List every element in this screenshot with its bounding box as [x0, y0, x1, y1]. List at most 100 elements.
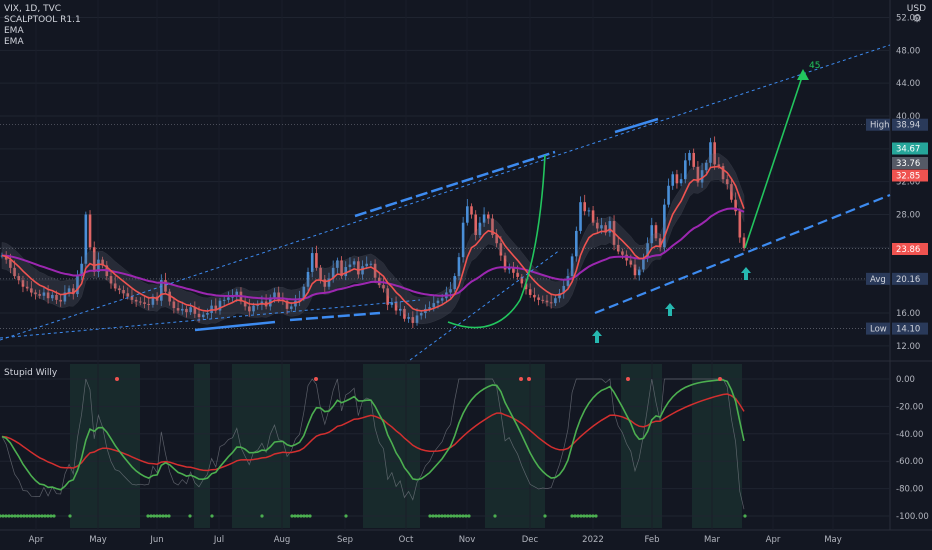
- currency-label[interactable]: USD: [906, 4, 926, 14]
- signal-up-arrow-icon-0: [592, 330, 602, 343]
- price-tick-label-8: 44.00: [896, 79, 920, 89]
- candle-body-138: [579, 202, 582, 231]
- channel-mid-dotted: [409, 249, 561, 361]
- osc-bottom-dot-0-54: [52, 514, 56, 518]
- candle-body-139: [583, 202, 587, 212]
- osc-tick-label-1: -20.00: [896, 402, 923, 412]
- osc-extra-dot-5: [493, 514, 497, 518]
- candle-body-83: [348, 264, 352, 268]
- avg-tag-value-bg: [892, 272, 928, 285]
- osc-bottom-dot-4-575: [573, 514, 577, 518]
- osc-bottom-dot-1-154: [152, 514, 156, 518]
- osc-slow-line: [1, 393, 745, 472]
- low-tag-label-bg: [866, 322, 890, 335]
- candle-body-58: [243, 301, 247, 307]
- current-tag-value-1: 33.76: [896, 159, 920, 169]
- price-tick-label-5: 32.00: [896, 178, 920, 188]
- osc-bottom-dot-3-433: [431, 514, 435, 518]
- candle-body-97: [407, 317, 410, 319]
- low-tag-value-bg: [892, 322, 928, 335]
- candle-body-96: [403, 308, 406, 319]
- candle-body-17: [71, 288, 75, 295]
- candle-body-65: [273, 292, 276, 298]
- candle-body-74: [310, 253, 314, 272]
- candle-body-148: [621, 251, 624, 255]
- candle-body-134: [562, 285, 566, 294]
- candle-body-166: [696, 166, 700, 183]
- candle-body-55: [231, 296, 234, 298]
- candle-body-100: [419, 313, 423, 316]
- current-tag-bg-0: [892, 142, 928, 155]
- time-tick-label-11: Mar: [704, 535, 721, 545]
- candle-body-46: [193, 307, 197, 314]
- settings-icon[interactable]: ⚙: [912, 12, 922, 25]
- high-tag-label: High: [870, 121, 890, 131]
- candle-body-102: [428, 307, 431, 309]
- candle-body-125: [524, 283, 528, 290]
- osc-bottom-dot-3-451: [449, 514, 453, 518]
- parabolic-curve: [447, 154, 546, 329]
- osc-bottom-dot-3-430: [428, 514, 432, 518]
- candle-body-36: [151, 296, 155, 305]
- osc-bottom-dot-3-436: [434, 514, 438, 518]
- candle-body-5: [21, 280, 25, 287]
- channel-lower-dotted: [0, 299, 421, 339]
- low-tag-value: 14.10: [896, 325, 920, 335]
- osc-extra-dot-7: [743, 514, 747, 518]
- osc-bottom-dot-0-51: [49, 514, 53, 518]
- time-tick-label-5: Sep: [337, 535, 353, 545]
- oscillator-zone-3: [363, 364, 420, 528]
- candle-body-69: [289, 306, 293, 309]
- osc-bottom-dot-3-469: [467, 514, 471, 518]
- candle-body-130: [545, 300, 549, 303]
- candle-body-53: [222, 299, 226, 301]
- osc-tick-label-4: -80.00: [896, 485, 923, 495]
- current-tag-bg-1: [892, 157, 928, 169]
- candle-body-60: [252, 305, 255, 312]
- candle-body-156: [654, 225, 658, 239]
- candle-body-87: [365, 263, 369, 267]
- candle-body-137: [575, 230, 578, 257]
- osc-tick-label-0: 0.00: [896, 375, 915, 385]
- high-tag-value: 38.94: [896, 121, 920, 131]
- osc-bottom-dot-3-442: [440, 514, 444, 518]
- candle-body-61: [256, 304, 260, 306]
- candle-body-72: [302, 286, 306, 299]
- signal-up-arrow-icon-2: [741, 267, 751, 280]
- osc-raw-line: [1, 378, 745, 510]
- indicator-label-1[interactable]: SCALPTOOL R1.1: [4, 15, 81, 25]
- candle-body-143: [600, 225, 603, 229]
- candle-body-98: [411, 317, 415, 323]
- candle-body-141: [591, 210, 595, 223]
- candle-body-110: [461, 222, 465, 258]
- candle-body-14: [59, 299, 62, 302]
- target-label: 45: [809, 61, 820, 71]
- osc-bottom-dot-3-439: [437, 514, 441, 518]
- osc-tick-label-3: -60.00: [896, 457, 923, 467]
- candle-body-23: [97, 259, 100, 272]
- oscillator-zone-2: [232, 364, 290, 528]
- candle-body-142: [595, 222, 599, 229]
- candle-body-159: [667, 185, 670, 205]
- candle-body-26: [109, 276, 113, 284]
- time-tick-label-13: May: [824, 535, 842, 545]
- candle-body-128: [537, 297, 540, 300]
- osc-bottom-dot-0-12: [10, 514, 14, 518]
- osc-bottom-dot-3-454: [452, 514, 456, 518]
- candle-body-10: [42, 292, 46, 296]
- candle-body-7: [30, 288, 33, 293]
- osc-extra-dot-2: [210, 514, 214, 518]
- symbol-line[interactable]: VIX, 1D, TVC: [4, 4, 62, 14]
- candle-body-68: [285, 300, 289, 309]
- osc-extra-dot-1: [188, 514, 192, 518]
- oscillator-legend[interactable]: Stupid Willy: [4, 368, 58, 378]
- indicator-label-2[interactable]: EMA: [4, 26, 24, 36]
- candle-body-121: [507, 267, 511, 270]
- osc-bottom-dot-0-6: [4, 514, 8, 518]
- projection-line: [744, 73, 804, 249]
- indicator-label-3[interactable]: EMA: [4, 37, 24, 47]
- osc-bottom-dot-2-292: [290, 514, 294, 518]
- candle-body-105: [440, 298, 444, 301]
- high-tag-label-bg: [866, 118, 890, 131]
